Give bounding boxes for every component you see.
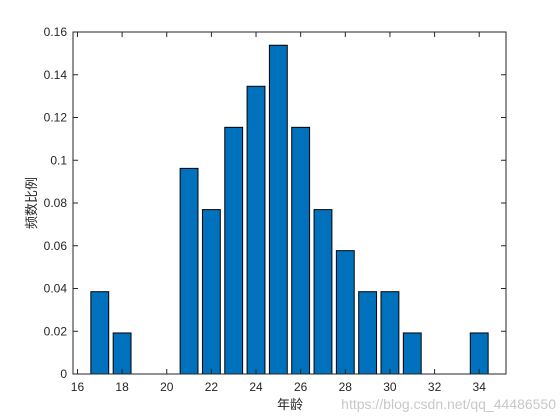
x-tick-label: 20	[160, 380, 174, 394]
y-tick-label: 0.04	[44, 282, 68, 296]
x-axis-label: 年龄	[277, 398, 303, 413]
bar	[402, 332, 422, 375]
x-tick-label: 30	[383, 380, 397, 394]
y-tick-label: 0.12	[44, 111, 68, 125]
bar	[268, 44, 288, 375]
bar	[201, 209, 221, 375]
y-tick-label: 0	[60, 367, 67, 381]
bar	[313, 209, 333, 375]
bar	[469, 332, 489, 375]
bar	[358, 291, 378, 375]
x-tick-label: 28	[339, 380, 353, 394]
bar	[335, 250, 355, 375]
bar	[90, 291, 110, 375]
x-tick-label: 26	[294, 380, 308, 394]
y-tick-label: 0.16	[44, 25, 68, 39]
bar	[224, 126, 244, 375]
x-tick-label: 34	[473, 380, 487, 394]
watermark: https://blog.csdn.net/qq_44486550	[341, 396, 556, 412]
y-tick-label: 0.02	[44, 324, 68, 338]
x-tick-label: 22	[205, 380, 219, 394]
bar	[112, 332, 132, 375]
y-tick-label: 0.06	[44, 239, 68, 253]
bar	[380, 291, 400, 375]
bar	[246, 85, 266, 375]
y-tick-label: 0.14	[44, 68, 68, 82]
bar	[291, 126, 311, 375]
x-tick-label: 18	[115, 380, 129, 394]
y-tick-label: 0.08	[44, 196, 68, 210]
y-axis-label: 频数比例	[25, 177, 40, 229]
x-tick-label: 16	[71, 380, 85, 394]
x-tick-label: 24	[249, 380, 263, 394]
y-tick-label: 0.1	[50, 153, 67, 167]
x-tick-label: 32	[428, 380, 442, 394]
bar	[179, 167, 199, 375]
